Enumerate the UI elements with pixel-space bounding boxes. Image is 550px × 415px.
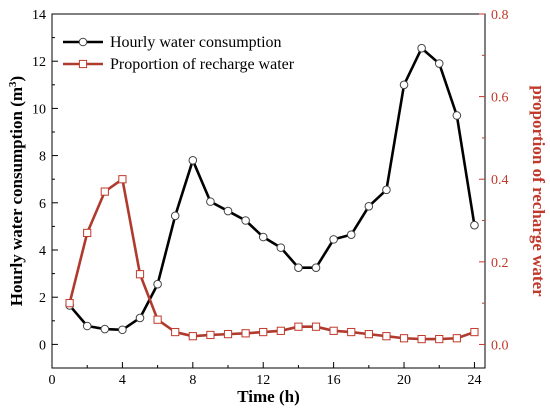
point-series-2	[83, 228, 92, 238]
y-right-tick-label: 0.2	[491, 256, 509, 271]
point-series-2	[188, 332, 197, 341]
y-right-tick-label: 0.6	[491, 91, 509, 106]
y-axis-right: 0.0 0.2 0.4 0.6 0.8	[479, 8, 509, 353]
y-left-tick-label: 2	[39, 291, 46, 306]
y-left-tick-label: 8	[39, 150, 46, 165]
y-right-tick-label: 0.4	[491, 173, 509, 188]
point-series-1	[153, 279, 162, 289]
point-series-2	[347, 327, 356, 337]
legend-marker-circle	[78, 37, 88, 47]
point-series-2	[118, 175, 127, 184]
point-series-1	[188, 156, 198, 165]
point-series-1	[241, 216, 250, 225]
series-layer	[65, 43, 479, 344]
point-series-1	[399, 80, 409, 90]
point-series-2	[135, 270, 145, 279]
legend-label: Hourly water consumption	[110, 34, 282, 51]
point-series-2	[329, 326, 338, 335]
point-series-2	[241, 329, 250, 338]
x-tick-label: 24	[467, 373, 481, 388]
point-series-2	[417, 334, 426, 344]
point-series-2	[435, 334, 444, 344]
y-axis-left-title-sup: 3	[7, 81, 19, 87]
point-series-2	[470, 327, 479, 337]
point-series-1	[346, 230, 356, 239]
point-series-1	[294, 263, 303, 273]
point-series-2	[452, 334, 461, 343]
legend: Hourly water consumption Proportion of re…	[63, 34, 295, 73]
point-series-2	[382, 332, 391, 341]
y-left-tick-label: 0	[39, 338, 46, 353]
y-right-tick-label: 0.8	[491, 8, 509, 23]
point-series-2	[65, 299, 74, 308]
point-series-1	[364, 202, 374, 211]
x-tick-label: 16	[327, 373, 341, 388]
point-series-2	[171, 327, 180, 337]
x-axis-title: Time (h)	[237, 387, 300, 406]
point-series-2	[364, 330, 373, 339]
point-series-1	[206, 197, 215, 206]
y-left-tick-label: 4	[39, 244, 46, 259]
point-series-1	[382, 185, 391, 195]
point-series-1	[258, 232, 268, 242]
y-right-tick-label: 0.0	[491, 338, 509, 353]
x-tick-label: 8	[189, 373, 196, 388]
x-tick-label: 0	[49, 373, 56, 388]
legend-label: Proportion of recharge water	[110, 56, 295, 73]
point-series-2	[206, 330, 215, 340]
y-left-tick-label: 12	[32, 55, 46, 70]
legend-marker-square	[78, 59, 88, 69]
point-series-2	[276, 326, 285, 335]
point-series-1	[276, 243, 286, 252]
point-series-2	[399, 334, 409, 343]
y-left-tick-label: 6	[39, 197, 46, 212]
point-series-1	[100, 324, 110, 334]
series-line-1	[68, 46, 476, 332]
point-series-1	[82, 321, 92, 331]
point-series-1	[118, 325, 127, 335]
point-series-1	[417, 43, 426, 53]
point-series-2	[294, 322, 303, 331]
y-axis-left-title-close: )	[7, 76, 26, 82]
point-series-1	[135, 313, 145, 323]
point-series-1	[223, 206, 233, 216]
y-left-tick-label: 10	[32, 102, 46, 117]
x-axis: 0 4 8 12 16 20 24	[49, 362, 481, 388]
y-axis-left-title-main: Hourly water consumption (m	[7, 87, 26, 306]
point-series-1	[452, 111, 462, 120]
plot-frame	[51, 13, 486, 369]
point-series-2	[100, 187, 109, 196]
point-series-2	[311, 322, 321, 331]
point-series-1	[311, 263, 321, 273]
point-series-2	[259, 327, 268, 337]
point-series-1	[434, 59, 444, 68]
x-tick-label: 4	[119, 373, 126, 388]
point-series-1	[170, 211, 180, 221]
point-series-2	[223, 330, 233, 339]
point-series-2	[153, 315, 162, 324]
x-tick-label: 12	[256, 373, 270, 388]
point-series-1	[329, 235, 338, 244]
series-line-2	[68, 177, 475, 341]
y-axis-left: 0 2 4 6 8 10 12 14	[32, 8, 58, 353]
y-axis-right-title: proportion of recharge water	[529, 85, 548, 297]
point-series-1	[470, 220, 479, 230]
x-tick-label: 20	[397, 373, 411, 388]
y-left-tick-label: 14	[32, 8, 46, 23]
y-axis-left-title: Hourly water consumption (m3)	[7, 76, 26, 306]
